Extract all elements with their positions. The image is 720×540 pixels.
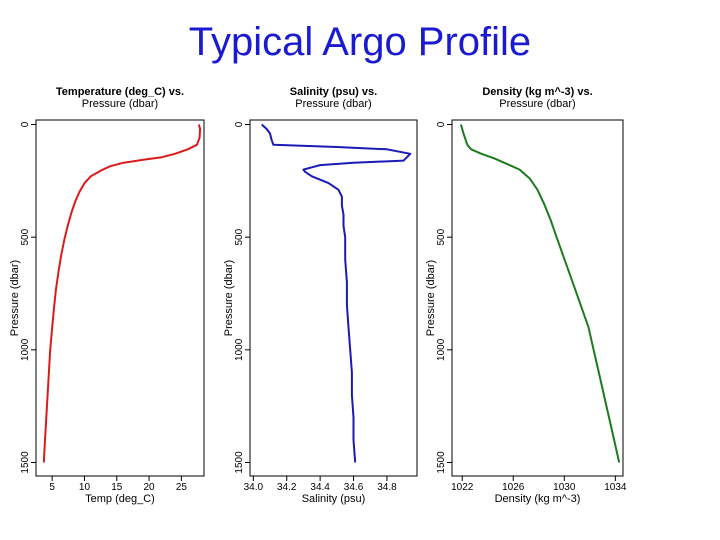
y-tick-label: 0	[234, 121, 245, 127]
x-tick-label: 20	[144, 482, 156, 493]
y-tick-label: 1500	[436, 451, 447, 474]
x-tick-label: 34.2	[277, 482, 297, 493]
x-tick-label: 10	[79, 482, 91, 493]
x-axis-label: Temp (deg_C)	[85, 493, 155, 505]
plot-frame	[35, 119, 205, 477]
x-axis-label: Density (kg m^-3)	[495, 493, 581, 505]
slide-title: Typical Argo Profile	[188, 20, 532, 64]
y-tick-label: 1000	[234, 338, 245, 361]
y-axis-label: Pressure (dbar)	[9, 260, 21, 336]
x-tick-label: 25	[176, 482, 188, 493]
x-tick-label: 34.0	[244, 482, 264, 493]
plot-frame	[451, 119, 624, 477]
x-tick-label: 15	[111, 482, 123, 493]
x-tick-label: 5	[49, 482, 55, 493]
y-tick-label: 1000	[20, 338, 31, 361]
y-tick-label: 0	[20, 121, 31, 127]
chart-title: Temperature (deg_C) vs.	[56, 86, 184, 98]
chart-subtitle: Pressure (dbar)	[499, 98, 575, 110]
x-tick-label: 34.8	[377, 482, 397, 493]
y-tick-label: 0	[436, 121, 447, 127]
x-tick-label: 1022	[451, 482, 474, 493]
chart-subtitle: Pressure (dbar)	[295, 98, 371, 110]
profile-line	[261, 123, 412, 463]
chart-title: Salinity (psu) vs.	[290, 86, 377, 98]
y-tick-label: 500	[20, 228, 31, 245]
y-tick-label: 1500	[20, 451, 31, 474]
x-tick-label: 34.6	[344, 482, 364, 493]
y-tick-label: 500	[234, 228, 245, 245]
chart-title: Density (kg m^-3) vs.	[482, 86, 592, 98]
y-axis-label: Pressure (dbar)	[425, 260, 437, 336]
y-tick-label: 1000	[436, 338, 447, 361]
x-tick-label: 1030	[553, 482, 576, 493]
y-axis-label: Pressure (dbar)	[223, 260, 235, 336]
x-axis-label: Salinity (psu)	[302, 493, 366, 505]
plot-frame	[249, 119, 418, 477]
y-tick-label: 500	[436, 228, 447, 245]
chart-subtitle: Pressure (dbar)	[82, 98, 158, 110]
x-tick-label: 34.4	[310, 482, 330, 493]
x-tick-label: 1026	[502, 482, 525, 493]
x-tick-label: 1034	[604, 482, 627, 493]
profile-line	[42, 124, 202, 463]
profile-line	[459, 124, 621, 463]
y-tick-label: 1500	[234, 451, 245, 474]
